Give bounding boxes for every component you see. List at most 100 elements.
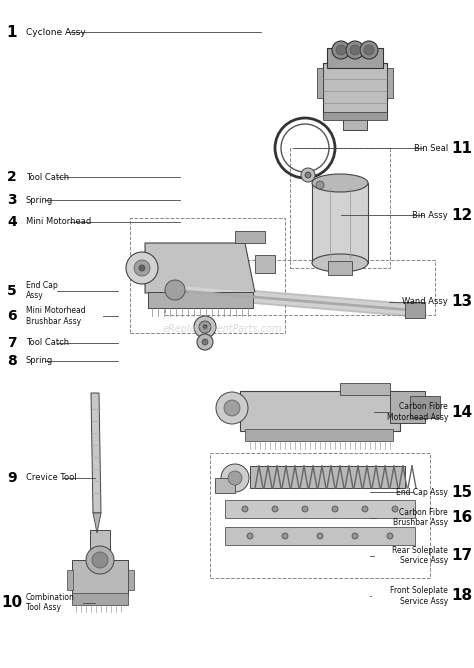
Text: 16: 16 [451,510,473,525]
Text: End Cap
Assy: End Cap Assy [26,281,58,301]
Text: 9: 9 [7,471,17,484]
Text: 2: 2 [7,170,17,184]
Bar [328,261,352,275]
Circle shape [282,533,288,539]
Circle shape [316,181,324,189]
Bar [405,302,425,318]
Text: 4: 4 [7,215,17,228]
Text: eReplacementParts.com: eReplacementParts.com [163,324,283,333]
Text: Wand Assy: Wand Assy [402,297,448,307]
Text: 13: 13 [451,295,473,309]
Ellipse shape [312,174,368,192]
Circle shape [336,45,346,55]
Circle shape [92,552,108,568]
Text: Tool Catch: Tool Catch [26,172,69,182]
Circle shape [364,45,374,55]
Circle shape [332,506,338,512]
Polygon shape [145,243,255,293]
Bar [323,112,387,120]
Circle shape [165,280,185,300]
Polygon shape [93,513,101,533]
Bar [312,183,368,263]
Text: Mini Motorhead
Brushbar Assy: Mini Motorhead Brushbar Assy [26,306,86,326]
Circle shape [317,533,323,539]
Text: Front Soleplate
Service Assy: Front Soleplate Service Assy [390,586,448,606]
Text: 17: 17 [451,548,473,563]
Circle shape [199,321,211,333]
Circle shape [194,316,216,338]
Circle shape [352,533,358,539]
Circle shape [202,339,208,345]
Bar [225,500,415,518]
Bar [390,391,425,423]
Circle shape [350,45,360,55]
Text: 6: 6 [7,309,17,323]
Text: Carbon Fibre
Brushbar Assy: Carbon Fibre Brushbar Assy [393,508,448,528]
Bar [67,570,73,590]
Bar [323,63,387,118]
Circle shape [242,506,248,512]
Text: 12: 12 [451,208,473,222]
Bar [235,231,265,243]
Text: Spring: Spring [26,356,53,365]
Polygon shape [91,393,101,513]
Bar [72,593,128,605]
Text: 11: 11 [452,141,473,156]
Bar [343,116,367,130]
Circle shape [387,533,393,539]
Text: 7: 7 [7,336,17,349]
Circle shape [139,265,145,271]
Circle shape [197,334,213,350]
Circle shape [346,41,364,59]
Bar [225,527,415,545]
Ellipse shape [312,254,368,272]
Text: Bin Assy: Bin Assy [412,210,448,220]
Text: Rear Soleplate
Service Assy: Rear Soleplate Service Assy [392,546,448,566]
Text: 8: 8 [7,354,17,367]
Circle shape [302,506,308,512]
Circle shape [305,172,311,178]
Circle shape [216,392,248,424]
Text: 1: 1 [7,25,17,39]
Text: Tool Catch: Tool Catch [26,338,69,347]
Bar [165,260,435,315]
Circle shape [301,168,315,182]
Bar [327,48,383,68]
Bar [240,391,400,431]
Text: Bin Seal: Bin Seal [414,144,448,153]
Circle shape [221,464,249,492]
Bar [317,68,323,98]
Bar [130,218,285,333]
Text: Crevice Tool: Crevice Tool [26,473,77,482]
Circle shape [392,506,398,512]
Bar [340,383,390,395]
Circle shape [247,533,253,539]
Bar [148,292,253,308]
Circle shape [272,506,278,512]
Text: 14: 14 [451,405,473,420]
Circle shape [203,325,207,329]
Bar [215,478,235,493]
Bar [250,466,405,488]
Circle shape [126,252,158,284]
Bar [387,68,393,98]
Bar [128,570,134,590]
Text: Mini Motorhead: Mini Motorhead [26,217,91,226]
Circle shape [86,546,114,574]
Circle shape [360,41,378,59]
Text: Carbon Fibre
Motorhead Assy: Carbon Fibre Motorhead Assy [387,402,448,422]
Bar [72,560,128,595]
Text: 15: 15 [451,485,473,500]
Bar [90,530,110,560]
Bar [245,429,393,441]
Bar [210,453,430,578]
Circle shape [224,400,240,416]
Text: 3: 3 [7,194,17,207]
Text: 5: 5 [7,284,17,297]
Text: Cyclone Assy: Cyclone Assy [26,27,86,37]
Text: Combination
Tool Assy: Combination Tool Assy [26,593,75,613]
Text: 10: 10 [1,595,23,610]
Text: End Cap Assy: End Cap Assy [396,488,448,497]
Bar [255,255,275,273]
Circle shape [362,506,368,512]
